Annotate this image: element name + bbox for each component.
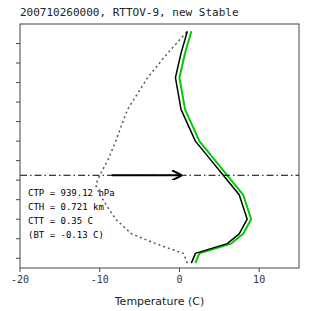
y-tick xyxy=(16,102,20,103)
y-tick xyxy=(16,63,20,64)
y-tick xyxy=(16,199,20,200)
y-tick xyxy=(16,141,20,142)
x-tick xyxy=(20,268,21,272)
annotation: CTH = 0.721 km xyxy=(28,202,104,212)
y-tick xyxy=(16,121,20,122)
x-tick-label: 0 xyxy=(176,274,182,285)
x-tick xyxy=(259,268,260,272)
x-tick xyxy=(179,268,180,272)
profile-line xyxy=(96,31,188,263)
annotation: CTT = 0.35 C xyxy=(28,216,93,226)
chart: 200710260000, RTTOV-9, new Stable -20 -10 0… xyxy=(0,0,311,311)
x-tick xyxy=(99,268,100,272)
profile-line xyxy=(179,31,251,263)
y-tick xyxy=(16,180,20,181)
plot-frame xyxy=(20,24,299,268)
y-tick xyxy=(16,238,20,239)
x-tick-label: -10 xyxy=(91,274,109,285)
title: 200710260000, RTTOV-9, new Stable xyxy=(20,6,239,19)
x-tick-label: -20 xyxy=(11,274,29,285)
annotation: CTP = 939.12 hPa xyxy=(28,188,115,198)
plot-area xyxy=(20,31,299,263)
y-tick xyxy=(16,43,20,44)
x-axis-label: Temperature (C) xyxy=(114,295,204,308)
annotation: (BT = -0.13 C) xyxy=(28,230,104,240)
y-tick xyxy=(16,219,20,220)
y-tick xyxy=(16,160,20,161)
y-tick xyxy=(16,258,20,259)
x-tick-label: 10 xyxy=(253,274,265,285)
arrow xyxy=(112,174,181,176)
profile-line xyxy=(175,31,247,263)
y-tick xyxy=(16,82,20,83)
reference-line xyxy=(20,175,299,176)
